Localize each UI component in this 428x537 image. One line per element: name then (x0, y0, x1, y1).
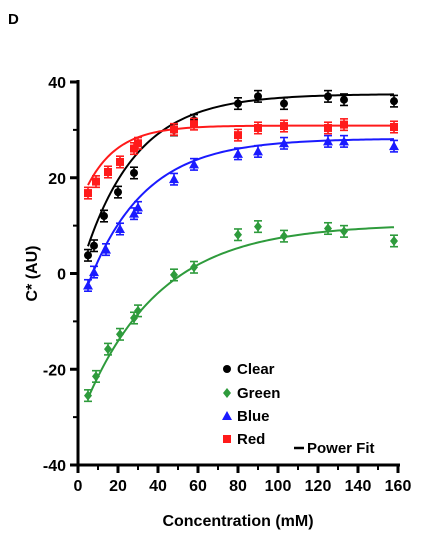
legend-fit-label: Power Fit (307, 440, 375, 457)
legend-marker-green (223, 388, 231, 398)
data-point-green (104, 344, 112, 355)
y-tick-label: -40 (43, 458, 66, 475)
fit-curves (87, 93, 395, 399)
data-point-red (254, 123, 262, 132)
data-point-red (92, 177, 100, 186)
data-point-clear (90, 241, 98, 250)
x-tick-label: 120 (305, 478, 332, 495)
y-tick-label: 20 (48, 171, 66, 188)
legend: Clear Green Blue Red Power Fit (222, 361, 375, 457)
data-point-clear (340, 95, 348, 104)
legend-marker-red (223, 435, 231, 443)
y-tick-label: 0 (57, 267, 66, 284)
data-point-green (390, 235, 398, 246)
x-tick-label: 160 (385, 478, 412, 495)
y-tick-label: -20 (43, 362, 66, 379)
legend-label-green: Green (237, 385, 280, 402)
data-point-red (390, 123, 398, 132)
data-point-red (340, 120, 348, 129)
data-point-clear (114, 188, 122, 197)
data-point-green (324, 223, 332, 234)
data-point-red (170, 125, 178, 134)
data-point-blue (253, 146, 263, 156)
x-tick-label: 20 (109, 478, 127, 495)
data-point-clear (100, 212, 108, 221)
data-point-green (92, 371, 100, 382)
data-point-green (130, 313, 138, 324)
data-point-blue (233, 148, 243, 158)
data-point-blue (279, 138, 289, 148)
data-point-red (116, 157, 124, 166)
data-point-red (234, 131, 242, 140)
data-point-blue (339, 136, 349, 146)
panel-label: D (8, 11, 19, 28)
data-point-blue (133, 202, 143, 212)
x-tick-label: 100 (265, 478, 292, 495)
data-point-blue (89, 267, 99, 277)
data-point-clear (234, 99, 242, 108)
data-point-green (340, 226, 348, 237)
data-point-blue (169, 174, 179, 184)
data-point-clear (390, 97, 398, 106)
data-point-green (170, 269, 178, 280)
legend-label-red: Red (237, 431, 265, 448)
data-point-red (280, 122, 288, 131)
data-points (83, 89, 399, 403)
x-axis-label: Concentration (mM) (162, 513, 313, 530)
x-tick-label: 80 (229, 478, 247, 495)
legend-label-clear: Clear (237, 361, 275, 378)
data-point-blue (115, 223, 125, 233)
data-point-red (84, 189, 92, 198)
y-tick-label: 40 (48, 75, 66, 92)
data-point-green (84, 390, 92, 401)
x-tick-label: 40 (149, 478, 167, 495)
data-point-clear (254, 92, 262, 101)
data-point-blue (83, 280, 93, 290)
data-point-blue (323, 136, 333, 146)
data-point-green (280, 231, 288, 242)
data-point-blue (389, 141, 399, 151)
data-point-red (324, 123, 332, 132)
data-point-green (254, 221, 262, 232)
data-point-clear (84, 251, 92, 260)
legend-marker-blue (222, 411, 232, 420)
data-point-green (234, 229, 242, 240)
data-point-blue (101, 244, 111, 254)
axes: -40 -20 0 20 40 0 20 40 60 80 100 120 140 160 (43, 75, 412, 495)
data-point-green (116, 329, 124, 340)
y-axis-label: C* (AU) (24, 246, 41, 302)
legend-marker-clear (223, 365, 231, 373)
data-point-clear (324, 92, 332, 101)
data-point-clear (280, 99, 288, 108)
data-point-red (104, 168, 112, 177)
legend-label-blue: Blue (237, 408, 270, 425)
data-point-blue (189, 159, 199, 169)
data-point-red (190, 120, 198, 129)
data-point-clear (130, 168, 138, 177)
data-point-red (134, 139, 142, 148)
data-point-green (134, 305, 142, 316)
data-point-green (190, 262, 198, 273)
x-tick-label: 60 (189, 478, 207, 495)
x-tick-label: 0 (74, 478, 83, 495)
x-tick-label: 140 (345, 478, 372, 495)
